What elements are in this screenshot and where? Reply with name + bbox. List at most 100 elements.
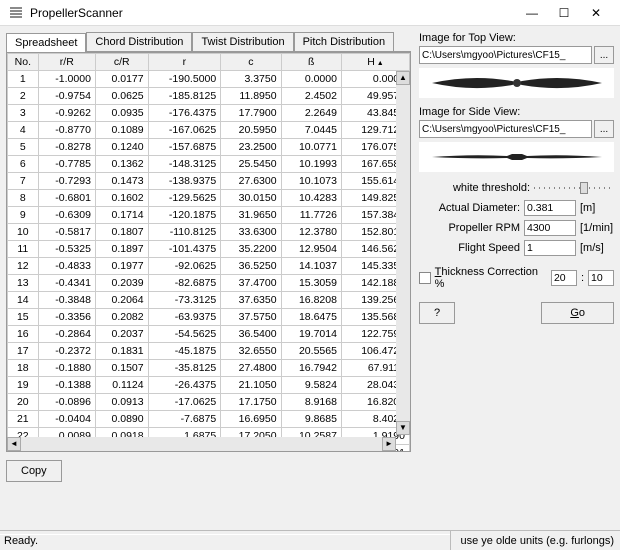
column-header[interactable]: r	[148, 54, 221, 71]
table-cell[interactable]: 10	[8, 224, 39, 241]
table-cell[interactable]: 13	[8, 275, 39, 292]
column-header[interactable]: c/R	[95, 54, 148, 71]
table-cell[interactable]: 21.1050	[221, 377, 281, 394]
table-cell[interactable]: 7	[8, 173, 39, 190]
table-cell[interactable]: 0.1602	[95, 190, 148, 207]
table-cell[interactable]: -0.3356	[38, 309, 95, 326]
table-cell[interactable]: 18	[8, 360, 39, 377]
tab-spreadsheet[interactable]: Spreadsheet	[6, 33, 86, 52]
table-cell[interactable]: -82.6875	[148, 275, 221, 292]
table-cell[interactable]: -63.9375	[148, 309, 221, 326]
table-row[interactable]: 10-0.58170.1807-110.812533.630012.378015…	[8, 224, 410, 241]
table-cell[interactable]: 9.8685	[281, 411, 341, 428]
data-table[interactable]: No.r/Rc/RrcßH ▲ 1-1.00000.0177-190.50003…	[7, 53, 410, 452]
column-header[interactable]: ß	[281, 54, 341, 71]
table-cell[interactable]: -0.7785	[38, 156, 95, 173]
table-cell[interactable]: 0.0890	[95, 411, 148, 428]
go-button[interactable]: Go	[541, 302, 614, 324]
table-cell[interactable]: 17	[8, 343, 39, 360]
table-cell[interactable]: -7.6875	[148, 411, 221, 428]
table-cell[interactable]: 0.1240	[95, 139, 148, 156]
table-cell[interactable]: 15	[8, 309, 39, 326]
table-cell[interactable]: 10.1073	[281, 173, 341, 190]
scroll-right-icon[interactable]: ►	[382, 437, 396, 451]
scroll-left-icon[interactable]: ◄	[7, 437, 21, 451]
table-cell[interactable]: 4	[8, 122, 39, 139]
table-cell[interactable]: 0.0935	[95, 105, 148, 122]
side-view-browse-button[interactable]: ...	[594, 120, 614, 138]
table-cell[interactable]: 33.6300	[221, 224, 281, 241]
table-cell[interactable]: 0.1362	[95, 156, 148, 173]
table-cell[interactable]: -190.5000	[148, 71, 221, 88]
table-cell[interactable]: -148.3125	[148, 156, 221, 173]
table-cell[interactable]: -0.6309	[38, 207, 95, 224]
vertical-scrollbar[interactable]: ▲ ▼	[396, 71, 410, 435]
top-view-browse-button[interactable]: ...	[594, 46, 614, 64]
table-cell[interactable]: -110.8125	[148, 224, 221, 241]
table-cell[interactable]: 9.5824	[281, 377, 341, 394]
thickness-input-2[interactable]	[588, 270, 614, 286]
table-cell[interactable]: -138.9375	[148, 173, 221, 190]
table-cell[interactable]: 25.5450	[221, 156, 281, 173]
table-cell[interactable]: -0.5817	[38, 224, 95, 241]
table-cell[interactable]: -0.2372	[38, 343, 95, 360]
table-cell[interactable]: 12	[8, 258, 39, 275]
table-cell[interactable]: -26.4375	[148, 377, 221, 394]
speed-input[interactable]	[524, 240, 576, 256]
table-cell[interactable]: 0.1807	[95, 224, 148, 241]
table-cell[interactable]: 1	[8, 71, 39, 88]
table-cell[interactable]: -0.6801	[38, 190, 95, 207]
table-cell[interactable]: 20.5950	[221, 122, 281, 139]
table-row[interactable]: 5-0.82780.1240-157.687523.250010.0771176…	[8, 139, 410, 156]
table-cell[interactable]: 5	[8, 139, 39, 156]
table-cell[interactable]: -17.0625	[148, 394, 221, 411]
table-cell[interactable]: 9	[8, 207, 39, 224]
top-view-path-input[interactable]	[419, 46, 592, 64]
table-cell[interactable]: 0.1089	[95, 122, 148, 139]
table-row[interactable]: 6-0.77850.1362-148.312525.545010.1993167…	[8, 156, 410, 173]
table-cell[interactable]: -0.1388	[38, 377, 95, 394]
table-cell[interactable]: -185.8125	[148, 88, 221, 105]
table-cell[interactable]: 35.2200	[221, 241, 281, 258]
table-cell[interactable]: 16.7942	[281, 360, 341, 377]
table-cell[interactable]: 0.2064	[95, 292, 148, 309]
table-cell[interactable]: 18.6475	[281, 309, 341, 326]
table-cell[interactable]: 36.5400	[221, 326, 281, 343]
table-row[interactable]: 13-0.43410.2039-82.687537.470015.3059142…	[8, 275, 410, 292]
table-row[interactable]: 18-0.18800.1507-35.812527.480016.794267.…	[8, 360, 410, 377]
table-cell[interactable]: 14	[8, 292, 39, 309]
table-cell[interactable]: -0.2864	[38, 326, 95, 343]
column-header[interactable]: No.	[8, 54, 39, 71]
table-cell[interactable]: 0.1507	[95, 360, 148, 377]
close-button[interactable]: ✕	[580, 1, 612, 25]
table-cell[interactable]: 37.5750	[221, 309, 281, 326]
table-cell[interactable]: 10.1993	[281, 156, 341, 173]
table-row[interactable]: 11-0.53250.1897-101.437535.220012.950414…	[8, 241, 410, 258]
minimize-button[interactable]: —	[516, 1, 548, 25]
table-cell[interactable]: -101.4375	[148, 241, 221, 258]
table-cell[interactable]: 15.3059	[281, 275, 341, 292]
table-cell[interactable]: 8	[8, 190, 39, 207]
rpm-input[interactable]	[524, 220, 576, 236]
table-row[interactable]: 2-0.97540.0625-185.812511.89502.450249.9…	[8, 88, 410, 105]
help-button[interactable]: ?	[419, 302, 455, 324]
table-cell[interactable]: 2.2649	[281, 105, 341, 122]
side-view-path-input[interactable]	[419, 120, 592, 138]
table-cell[interactable]: 10.4283	[281, 190, 341, 207]
table-cell[interactable]: 36.5250	[221, 258, 281, 275]
maximize-button[interactable]: ☐	[548, 1, 580, 25]
table-cell[interactable]: 16.6950	[221, 411, 281, 428]
table-cell[interactable]: -0.1880	[38, 360, 95, 377]
tab-chord[interactable]: Chord Distribution	[86, 32, 192, 51]
table-cell[interactable]: 2	[8, 88, 39, 105]
table-cell[interactable]: 31.9650	[221, 207, 281, 224]
table-row[interactable]: 12-0.48330.1977-92.062536.525014.1037145…	[8, 258, 410, 275]
table-cell[interactable]: 0.2037	[95, 326, 148, 343]
table-cell[interactable]: 12.9504	[281, 241, 341, 258]
table-cell[interactable]: 17.7900	[221, 105, 281, 122]
table-cell[interactable]: 11	[8, 241, 39, 258]
table-cell[interactable]: 0.2082	[95, 309, 148, 326]
table-cell[interactable]: -0.9262	[38, 105, 95, 122]
table-cell[interactable]: 16	[8, 326, 39, 343]
table-cell[interactable]: 0.1473	[95, 173, 148, 190]
